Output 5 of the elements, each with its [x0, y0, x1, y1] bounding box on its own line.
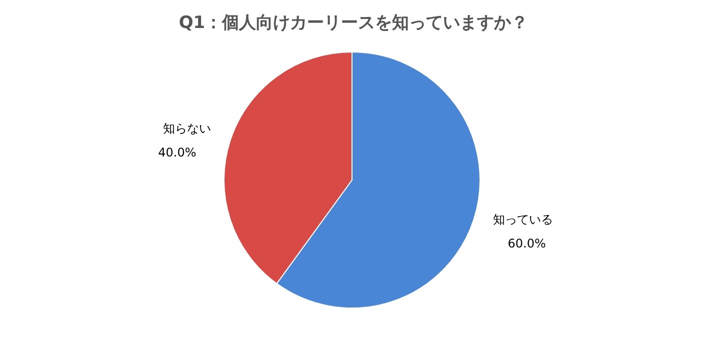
chart-title: Q1：個人向けカーリースを知っていますか？ [178, 13, 528, 33]
data-label: 40.0% [158, 145, 196, 160]
slice-label: 知らない [163, 121, 212, 136]
slice-label: 知っている [492, 212, 553, 227]
data-label: 60.0% [508, 236, 546, 251]
